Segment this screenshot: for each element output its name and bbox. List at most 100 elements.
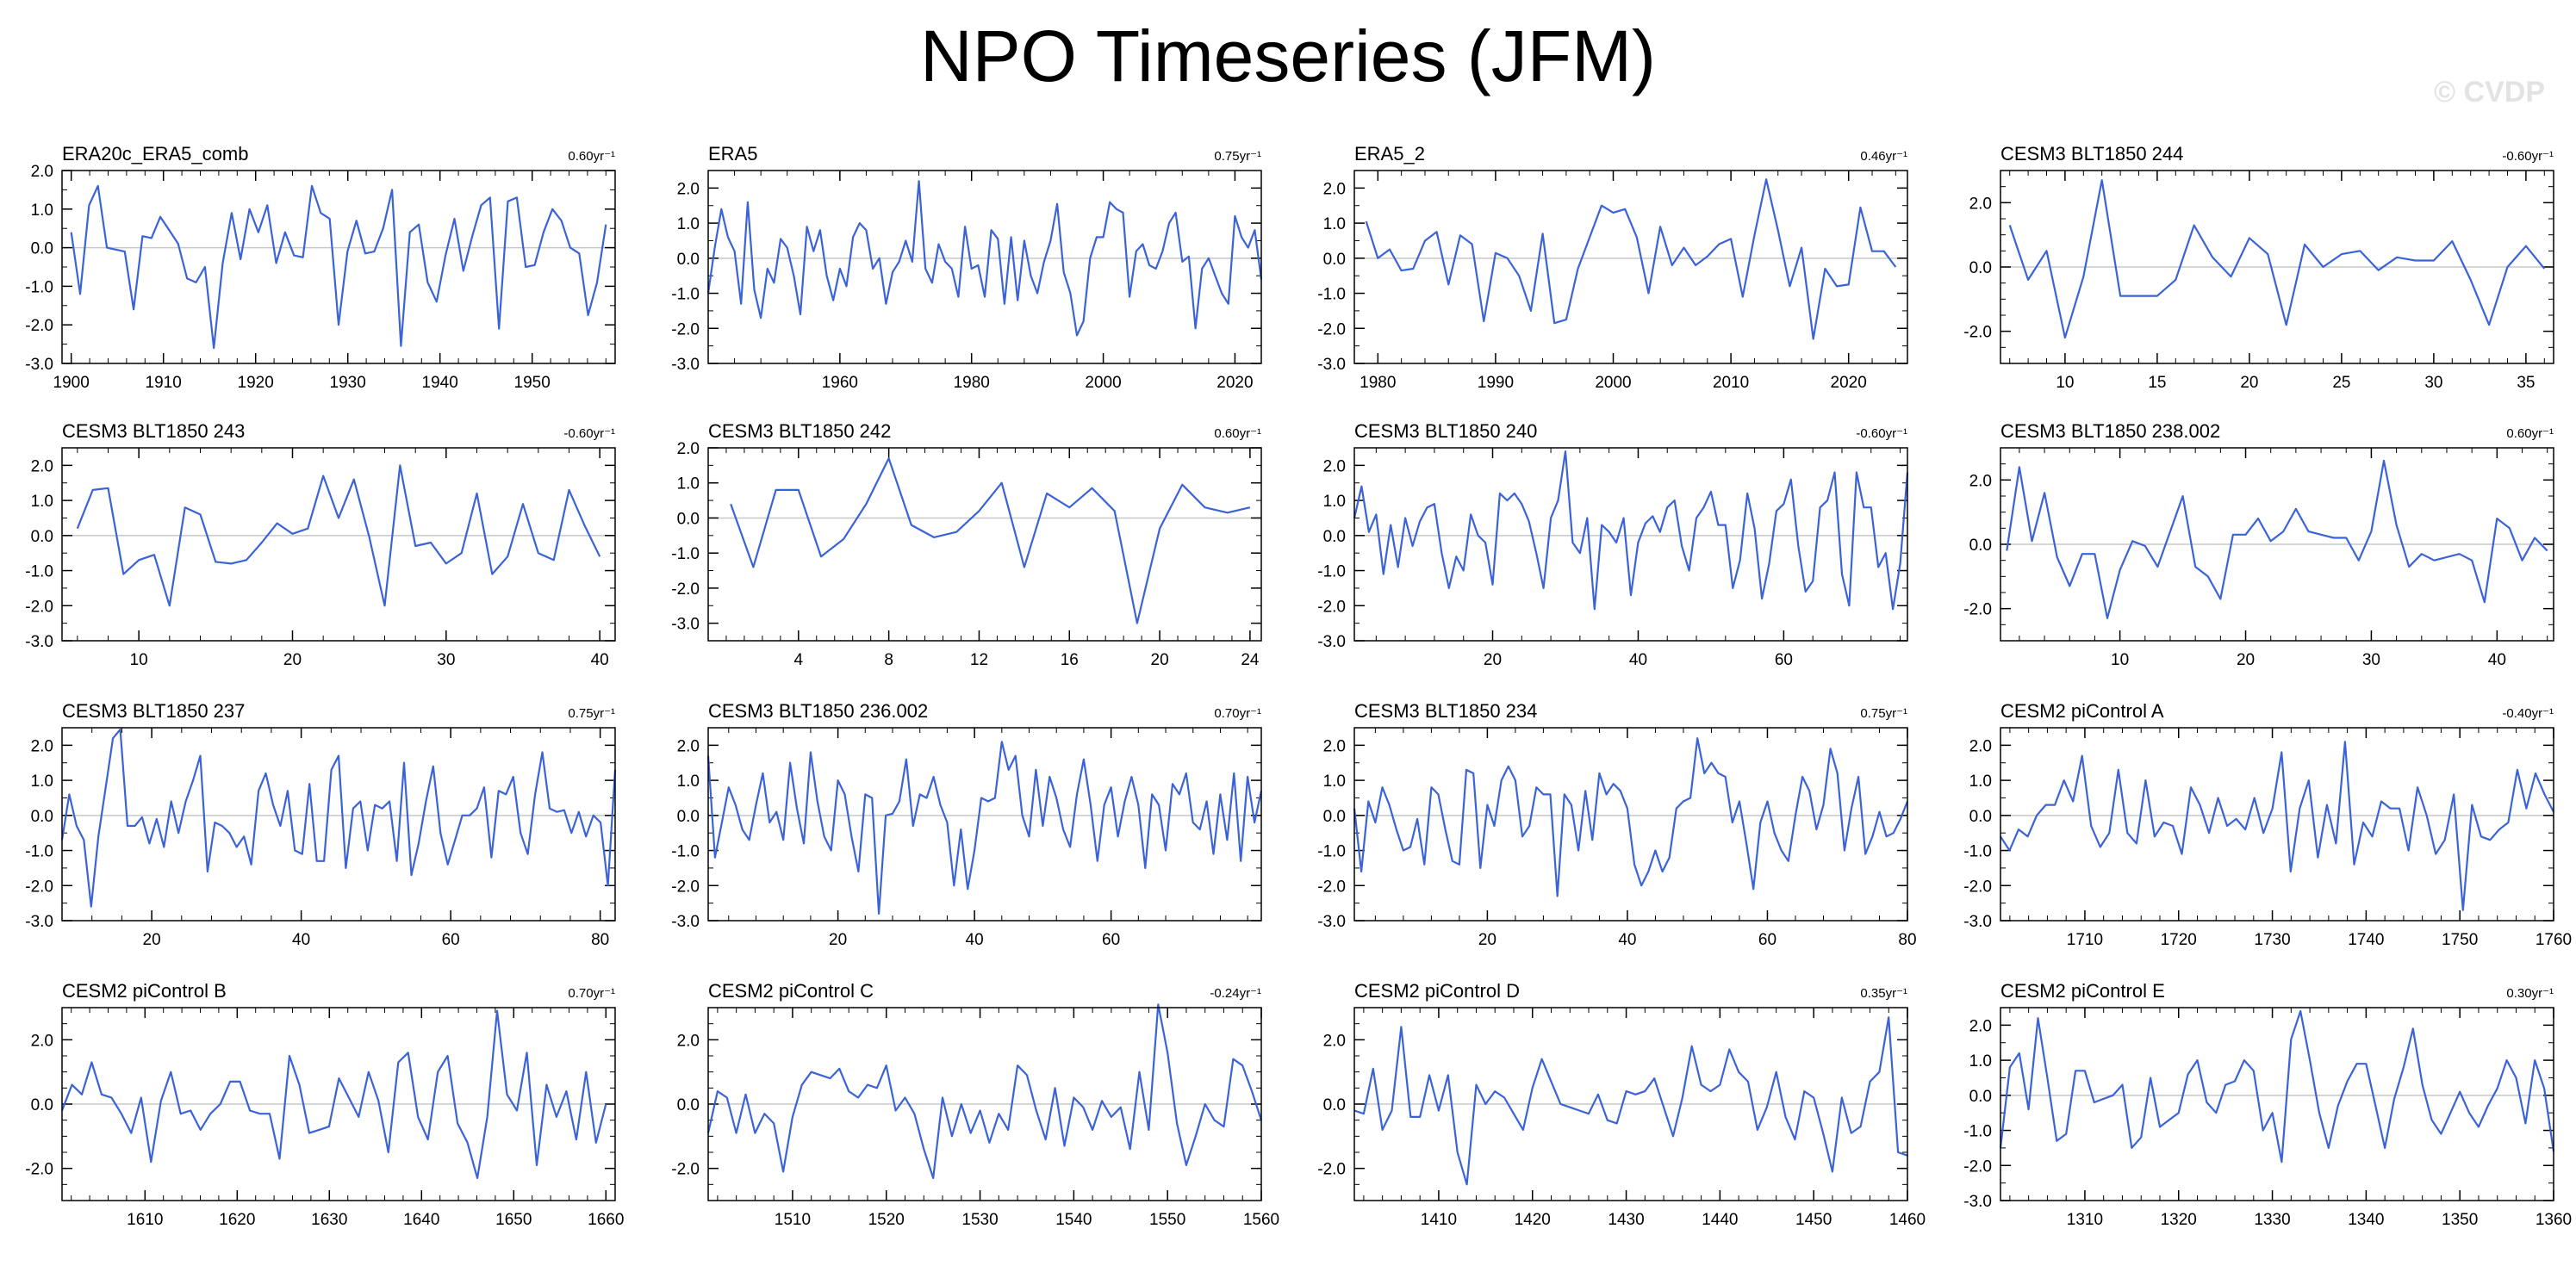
chart-panel: CESM3 BLT1850 238.002 0.60yr⁻¹ -2.0 0.0 2.0 1… bbox=[1963, 420, 2554, 669]
y-tick-label: -3.0 bbox=[671, 616, 700, 634]
y-tick-label: -2.0 bbox=[25, 317, 53, 335]
y-tick-label: 1.0 bbox=[1323, 215, 1346, 233]
y-tick-label: -3.0 bbox=[1963, 913, 1992, 931]
x-tick-label: 1660 bbox=[588, 1211, 624, 1229]
y-tick-label: -1.0 bbox=[1317, 286, 1346, 304]
x-tick-label: 60 bbox=[1758, 931, 1776, 949]
x-tick-label: 16 bbox=[1061, 651, 1079, 669]
y-tick-label: -1.0 bbox=[671, 545, 700, 563]
y-tick-label: -2.0 bbox=[671, 320, 700, 338]
x-tick-label: 1750 bbox=[2442, 931, 2478, 949]
y-tick-label: -3.0 bbox=[25, 633, 53, 651]
chart-panel: ERA5_2 0.46yr⁻¹ -3.0 -2.0 -1.0 0.0 1.0 2.0 1980 1… bbox=[1317, 143, 1908, 392]
y-tick-label: 1.0 bbox=[677, 215, 700, 233]
series-line bbox=[1999, 1009, 2555, 1164]
series-line bbox=[2000, 741, 2554, 911]
panel-title: CESM2 piControl D bbox=[1354, 980, 1520, 1002]
y-tick-label: 0.0 bbox=[31, 240, 53, 258]
panel-title: CESM3 BLT1850 242 bbox=[708, 420, 891, 442]
x-tick-label: 1720 bbox=[2161, 931, 2197, 949]
x-tick-label: 4 bbox=[794, 651, 804, 669]
plot-frame bbox=[707, 447, 1262, 642]
y-tick-label: -1.0 bbox=[1317, 563, 1346, 581]
chart-panel: CESM3 BLT1850 243 -0.60yr⁻¹ -3.0 -2.0 -1.0 0.… bbox=[25, 420, 616, 669]
series-line bbox=[1353, 737, 1909, 897]
chart-panel: CESM3 BLT1850 237 0.75yr⁻¹ -3.0 -2.0 -1.0 0.0… bbox=[25, 700, 617, 949]
panel-title: CESM3 BLT1850 236.002 bbox=[708, 700, 928, 722]
y-tick-label: -1.0 bbox=[25, 843, 53, 861]
page-title: NPO Timeseries (JFM) bbox=[919, 16, 1657, 96]
x-tick-label: 20 bbox=[1151, 651, 1169, 669]
x-tick-label: 1440 bbox=[1702, 1211, 1738, 1229]
x-tick-label: 40 bbox=[1629, 651, 1647, 669]
plot-frame bbox=[707, 170, 1262, 364]
x-tick-label: 30 bbox=[2424, 374, 2442, 392]
x-tick-label: 24 bbox=[1241, 651, 1260, 669]
plot-frame bbox=[707, 727, 1262, 922]
y-tick-label: 0.0 bbox=[31, 1096, 53, 1114]
x-tick-label: 8 bbox=[884, 651, 893, 669]
y-tick-label: 0.0 bbox=[1969, 808, 1992, 826]
y-tick-label: 2.0 bbox=[31, 737, 53, 755]
x-tick-label: 20 bbox=[283, 651, 302, 669]
x-tick-label: 1950 bbox=[514, 374, 551, 392]
y-tick-label: 0.0 bbox=[31, 528, 53, 546]
x-tick-label: 20 bbox=[1478, 931, 1496, 949]
plot-frame bbox=[2000, 1007, 2554, 1201]
x-tick-label: 40 bbox=[591, 651, 609, 669]
y-tick-label: -3.0 bbox=[25, 356, 53, 374]
plot-frame bbox=[1353, 447, 1908, 642]
x-tick-label: 1460 bbox=[1889, 1211, 1926, 1229]
x-tick-label: 1430 bbox=[1608, 1211, 1644, 1229]
y-tick-label: 1.0 bbox=[31, 202, 53, 220]
trend-label: -0.24yr⁻¹ bbox=[1210, 986, 1261, 1001]
y-tick-label: 0.0 bbox=[677, 1096, 700, 1114]
series-line bbox=[706, 1003, 1263, 1180]
x-tick-label: 30 bbox=[437, 651, 455, 669]
trend-label: 0.70yr⁻¹ bbox=[568, 986, 615, 1001]
y-tick-label: 0.0 bbox=[1969, 537, 1992, 555]
y-tick-label: 1.0 bbox=[1969, 773, 1992, 791]
y-tick-label: -2.0 bbox=[1963, 601, 1992, 619]
trend-label: 0.75yr⁻¹ bbox=[1860, 706, 1907, 721]
x-tick-label: 1900 bbox=[53, 374, 90, 392]
x-tick-label: 40 bbox=[2488, 651, 2506, 669]
x-tick-label: 20 bbox=[829, 931, 847, 949]
x-tick-label: 1730 bbox=[2254, 931, 2290, 949]
x-tick-label: 20 bbox=[143, 931, 161, 949]
trend-label: 0.60yr⁻¹ bbox=[1214, 426, 1261, 441]
y-tick-label: 2.0 bbox=[1969, 1017, 1992, 1035]
plot-frame bbox=[61, 727, 616, 922]
trend-label: 0.75yr⁻¹ bbox=[568, 706, 615, 721]
x-tick-label: 30 bbox=[2362, 651, 2380, 669]
panel-title: CESM3 BLT1850 237 bbox=[62, 700, 245, 722]
series-line bbox=[706, 741, 1263, 915]
chart-panel: CESM3 BLT1850 236.002 0.70yr⁻¹ -3.0 -2.0 -1.… bbox=[671, 700, 1263, 949]
y-tick-label: -3.0 bbox=[671, 356, 700, 374]
y-tick-label: -3.0 bbox=[1963, 1193, 1992, 1211]
y-tick-label: 2.0 bbox=[1969, 737, 1992, 755]
series-line bbox=[76, 464, 601, 607]
y-tick-label: -2.0 bbox=[1963, 1157, 1992, 1176]
x-tick-label: 1550 bbox=[1149, 1211, 1185, 1229]
x-tick-label: 60 bbox=[1775, 651, 1793, 669]
y-tick-label: -2.0 bbox=[25, 1161, 53, 1179]
y-tick-label: 0.0 bbox=[1969, 1088, 1992, 1106]
y-tick-label: 2.0 bbox=[31, 1032, 53, 1050]
x-tick-label: 1450 bbox=[1795, 1211, 1832, 1229]
y-tick-label: 2.0 bbox=[1323, 457, 1346, 475]
chart-panel: CESM3 BLT1850 240 -0.60yr⁻¹ -3.0 -2.0 -1.0 0.… bbox=[1317, 420, 1909, 669]
y-tick-label: -3.0 bbox=[25, 913, 53, 931]
y-tick-label: -2.0 bbox=[1317, 598, 1346, 616]
y-tick-label: 2.0 bbox=[677, 737, 700, 755]
series-line bbox=[706, 180, 1263, 337]
plot-frame bbox=[61, 170, 616, 364]
y-tick-label: 0.0 bbox=[1323, 251, 1346, 269]
y-tick-label: 2.0 bbox=[1969, 472, 1992, 490]
x-tick-label: 1920 bbox=[238, 374, 274, 392]
x-tick-label: 1610 bbox=[127, 1211, 163, 1229]
x-tick-label: 1910 bbox=[146, 374, 182, 392]
x-tick-label: 10 bbox=[130, 651, 148, 669]
y-tick-label: -2.0 bbox=[1317, 878, 1346, 896]
